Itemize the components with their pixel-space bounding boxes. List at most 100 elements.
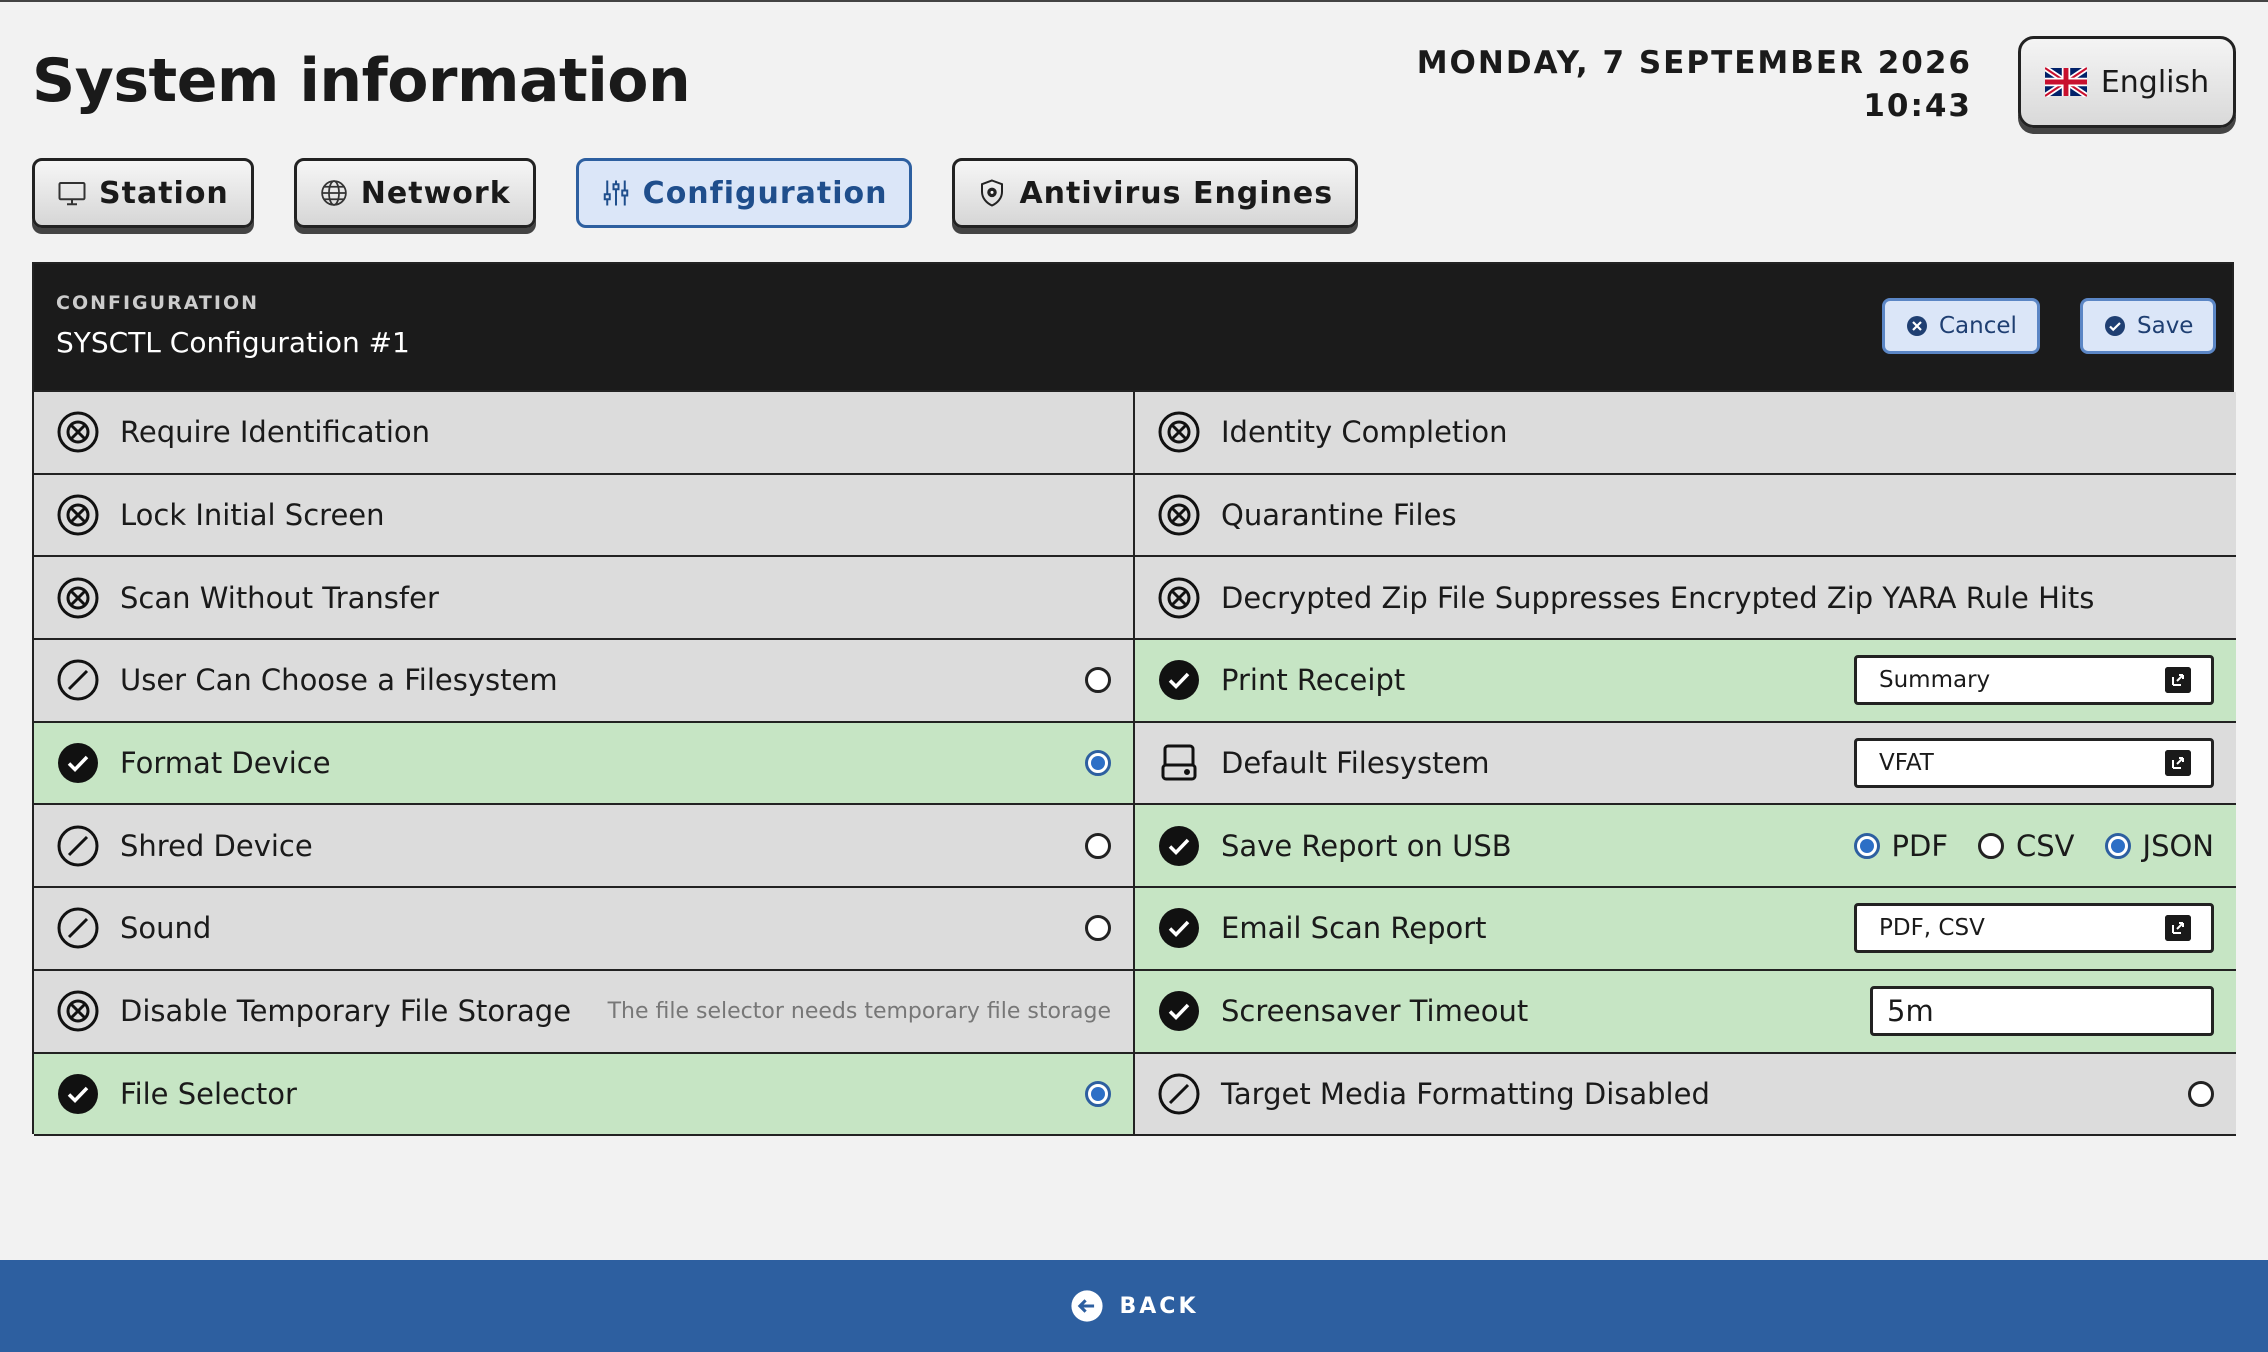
setting-note: The file selector needs temporary file s… (607, 998, 1111, 1024)
cancel-icon (1907, 316, 1927, 336)
setting-row-require-identification[interactable]: Require Identification (34, 392, 1135, 475)
globe-icon (321, 180, 347, 206)
circle-x-icon (1157, 576, 1201, 620)
back-button[interactable]: BACK (0, 1260, 2268, 1352)
setting-label: Format Device (120, 746, 331, 781)
cancel-button[interactable]: Cancel (1882, 298, 2040, 354)
check-circle-icon (1157, 989, 1201, 1033)
setting-row-screensaver-timeout[interactable]: Screensaver Timeout 5m (1135, 970, 2236, 1054)
setting-radio[interactable] (2188, 1080, 2214, 1107)
setting-select[interactable]: PDF, CSV (1854, 903, 2214, 954)
setting-row-target-media-formatting-disabled[interactable]: Target Media Formatting Disabled (1135, 1053, 2236, 1137)
check-circle-icon (2105, 316, 2125, 336)
panel-caption: CONFIGURATION (56, 292, 260, 314)
circle-x-icon (1157, 493, 1201, 537)
date-time: MONDAY, 7 SEPTEMBER 2026 10:43 (1417, 42, 1972, 128)
setting-row-lock-initial-screen[interactable]: Lock Initial Screen (34, 474, 1135, 558)
setting-radio[interactable] (1085, 667, 1111, 694)
setting-row-sound[interactable]: Sound (34, 888, 1135, 971)
setting-label: User Can Choose a Filesystem (120, 663, 558, 698)
setting-label: Scan Without Transfer (120, 580, 439, 615)
cancel-label: Cancel (1939, 313, 2017, 339)
check-circle-icon (1157, 824, 1201, 868)
setting-label: Quarantine Files (1221, 498, 1457, 533)
option-radio[interactable] (1853, 832, 1880, 859)
setting-row-save-report-on-usb[interactable]: Save Report on USB PDF CSV JSON (1135, 805, 2236, 889)
format-option-csv[interactable]: CSV (1978, 829, 2075, 863)
settings-grid: Require Identification Lock Initial Scree… (34, 390, 2236, 1137)
setting-row-decrypted-zip-file-suppresses-encrypted-zip-yara-rule-hits[interactable]: Decrypted Zip File Suppresses Encrypted … (1135, 557, 2236, 641)
setting-radio[interactable] (1085, 832, 1111, 859)
setting-label: Print Receipt (1221, 663, 1406, 698)
tab-network[interactable]: Network (293, 158, 536, 228)
check-circle-icon (56, 1072, 100, 1116)
panel-header: CONFIGURATION SYSCTL Configuration #1 Ca… (34, 264, 2232, 390)
format-option-json[interactable]: JSON (2104, 829, 2214, 863)
circle-x-icon (56, 576, 100, 620)
setting-radio[interactable] (1085, 1080, 1111, 1107)
setting-row-quarantine-files[interactable]: Quarantine Files (1135, 474, 2236, 558)
back-label: BACK (1119, 1293, 1199, 1319)
setting-label: Default Filesystem (1221, 746, 1490, 781)
setting-row-disable-temporary-file-storage[interactable]: Disable Temporary File Storage The file s… (34, 970, 1135, 1054)
tab-antivirus-engines[interactable]: Antivirus Engines (952, 158, 1359, 228)
circle-x-icon (56, 410, 100, 454)
tab-label: Network (360, 175, 511, 211)
setting-radio[interactable] (1085, 915, 1111, 942)
left-column: Require Identification Lock Initial Scree… (34, 392, 1135, 1137)
setting-row-identity-completion[interactable]: Identity Completion (1135, 392, 2236, 475)
setting-row-print-receipt[interactable]: Print Receipt Summary (1135, 640, 2236, 723)
setting-label: File Selector (120, 1076, 297, 1111)
option-radio[interactable] (1978, 832, 2005, 859)
tab-station[interactable]: Station (32, 158, 254, 228)
setting-row-email-scan-report[interactable]: Email Scan Report PDF, CSV (1135, 888, 2236, 971)
select-value: Summary (1879, 667, 1991, 694)
circle-slash-icon (1157, 1072, 1201, 1116)
circle-slash-icon (56, 658, 100, 702)
shield-gear-icon (981, 179, 1004, 207)
setting-select[interactable]: VFAT (1854, 738, 2214, 789)
setting-label: Decrypted Zip File Suppresses Encrypted … (1221, 580, 2095, 615)
setting-row-shred-device[interactable]: Shred Device (34, 805, 1135, 889)
setting-label: Shred Device (120, 828, 313, 863)
language-label: English (2100, 64, 2210, 100)
arrow-left-icon (1070, 1290, 1103, 1322)
setting-label: Screensaver Timeout (1221, 994, 1529, 1029)
setting-row-file-selector[interactable]: File Selector (34, 1053, 1135, 1137)
circle-x-icon (56, 493, 100, 537)
option-radio[interactable] (2104, 832, 2131, 859)
tab-label: Antivirus Engines (1019, 175, 1334, 211)
tab-label: Station (99, 175, 229, 211)
setting-row-format-device[interactable]: Format Device (34, 722, 1135, 806)
timeout-input[interactable]: 5m (1870, 986, 2214, 1037)
check-circle-icon (1157, 906, 1201, 950)
check-circle-icon (1157, 658, 1201, 702)
setting-row-user-can-choose-a-filesystem[interactable]: User Can Choose a Filesystem (34, 640, 1135, 723)
format-option-pdf[interactable]: PDF (1853, 829, 1948, 863)
setting-row-scan-without-transfer[interactable]: Scan Without Transfer (34, 557, 1135, 641)
date-label: MONDAY, 7 SEPTEMBER 2026 (1416, 45, 1972, 81)
tab-configuration[interactable]: Configuration (575, 158, 913, 228)
sliders-icon (603, 180, 628, 206)
setting-row-default-filesystem[interactable]: Default Filesystem VFAT (1135, 722, 2236, 806)
setting-select[interactable]: Summary (1854, 655, 2214, 706)
circle-x-icon (1157, 410, 1201, 454)
setting-label: Save Report on USB (1221, 828, 1512, 863)
tab-label: Configuration (642, 175, 888, 211)
language-button[interactable]: English (2018, 36, 2236, 128)
check-circle-icon (56, 741, 100, 785)
time-label: 10:43 (1863, 88, 1972, 124)
monitor-icon (58, 182, 86, 206)
setting-radio[interactable] (1085, 750, 1111, 777)
page-title: System information (32, 46, 691, 116)
setting-label: Lock Initial Screen (120, 498, 385, 533)
configuration-name: SYSCTL Configuration #1 (56, 326, 410, 359)
select-value: PDF, CSV (1879, 915, 1985, 942)
save-button[interactable]: Save (2080, 298, 2217, 354)
circle-x-icon (56, 989, 100, 1033)
setting-label: Require Identification (120, 415, 431, 450)
setting-label: Target Media Formatting Disabled (1221, 1076, 1710, 1111)
uk-flag-icon (2044, 67, 2087, 97)
tab-bar: Station Network Configuration Antivirus … (32, 158, 1359, 228)
select-value: VFAT (1879, 750, 1934, 777)
